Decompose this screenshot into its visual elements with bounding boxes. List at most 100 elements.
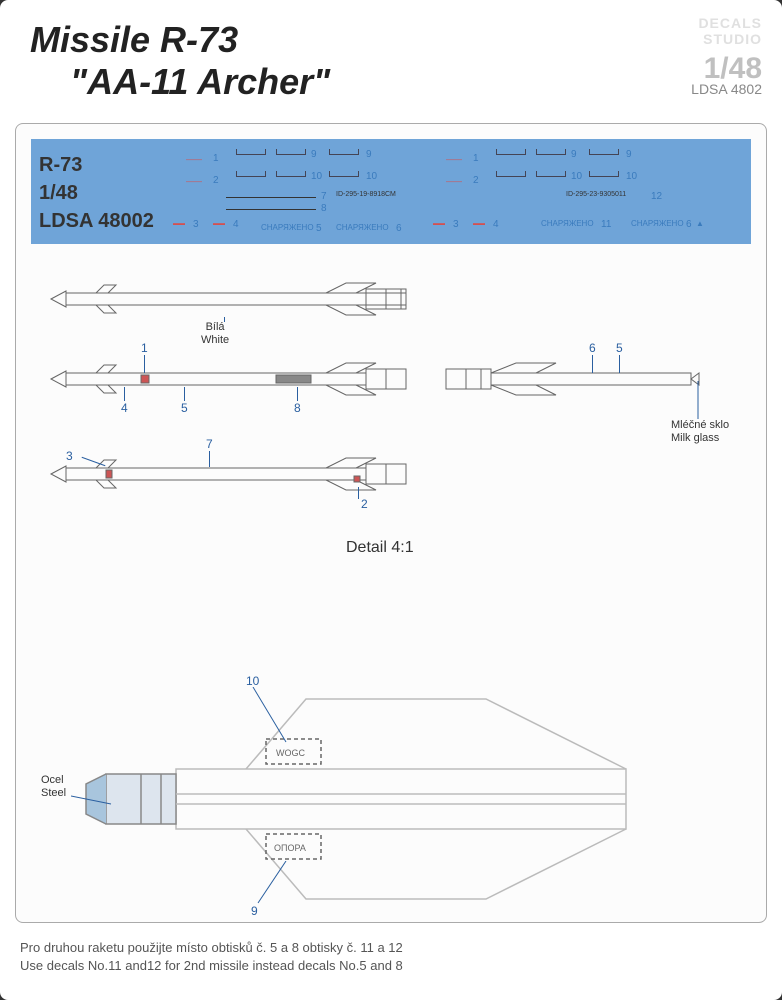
decal-num-1: 1 <box>213 153 219 164</box>
logo-line-2: STUDIO <box>691 31 762 47</box>
callout-line <box>358 487 359 499</box>
decal-red-mark: ▬▬ <box>213 221 225 227</box>
milk-callout-line <box>696 379 726 424</box>
decal-num-9b: 9 <box>571 149 577 160</box>
callout-6: 6 <box>589 341 596 355</box>
decal-serial-1: ID-295-19-8918СМ <box>336 191 396 198</box>
decal-num-9: 9 <box>366 149 372 160</box>
missile-outline-1 <box>46 279 416 319</box>
steel-en: Steel <box>41 787 66 799</box>
decal-num-3: 3 <box>193 219 199 230</box>
decal-text-6b: СНАРЯЖЕНО <box>631 219 684 228</box>
missile-tail-outline <box>441 359 701 399</box>
decal-tick <box>496 149 526 155</box>
callout-10-line <box>251 687 291 747</box>
decal-tick <box>329 149 359 155</box>
decal-num-7: 7 <box>321 191 327 202</box>
header: Missile R-73 "AA-11 Archer" DECALS STUDI… <box>0 0 782 113</box>
decal-tick <box>329 171 359 177</box>
decal-tick <box>236 149 266 155</box>
callout-4: 4 <box>121 401 128 415</box>
triangle-icon: ▲ <box>696 219 704 228</box>
milk-en: Milk glass <box>671 432 719 444</box>
diagram-area: Bílá White <box>16 259 766 922</box>
svg-text:WOGC: WOGC <box>276 748 305 758</box>
decal-scale: 1/48 <box>39 179 163 207</box>
detail-svg: WOGC ОПОРА <box>46 669 636 949</box>
detail-title: Detail 4:1 <box>346 539 414 557</box>
callout-line <box>619 355 620 373</box>
callout-8: 8 <box>294 401 301 415</box>
decal-num-3b: 3 <box>453 219 459 230</box>
white-cz: Bílá <box>206 321 225 333</box>
decal-tick <box>589 171 619 177</box>
callout-line <box>124 387 125 401</box>
product-code: LDSA 4802 <box>691 81 762 97</box>
callout-line <box>209 451 210 467</box>
white-en: White <box>201 334 229 346</box>
missile-outline-3 <box>46 454 416 494</box>
callout-5b: 5 <box>616 341 623 355</box>
callout-7: 7 <box>206 437 213 451</box>
white-label: Bílá White <box>201 321 229 347</box>
decal-text-5b: СНАРЯЖЕНО <box>336 223 389 232</box>
decal-num-6a: 6 <box>396 223 402 234</box>
callout-3: 3 <box>66 449 73 463</box>
decal-tick <box>236 171 266 177</box>
decal-info: R-73 1/48 LDSA 48002 <box>31 139 171 244</box>
decal-bar-8 <box>226 209 316 210</box>
decal-num-2b: 2 <box>473 175 479 186</box>
decal-num-8: 8 <box>321 203 327 214</box>
decal-strip: R-73 1/48 LDSA 48002 —— 1 —— 2 ▬▬ 3 ▬▬ 4… <box>31 139 751 244</box>
callout-5: 5 <box>181 401 188 415</box>
decal-num-10c: 10 <box>626 171 637 182</box>
callout-9-line <box>256 861 296 906</box>
decal-serial-2: ID-295-23-9305011 <box>566 191 626 198</box>
decal-code: LDSA 48002 <box>39 207 163 235</box>
callout-line <box>592 355 593 373</box>
decal-tick <box>496 171 526 177</box>
callout-line <box>297 387 298 401</box>
logo-line-1: DECALS <box>691 15 762 31</box>
decal-red-mark: —— <box>446 155 462 164</box>
callout-9: 9 <box>251 904 258 918</box>
decal-red-mark: —— <box>446 177 462 186</box>
decal-text-5: СНАРЯЖЕНО <box>261 223 314 232</box>
decal-num-5: 5 <box>316 223 322 234</box>
decal-tick <box>536 149 566 155</box>
decal-num-10b: 10 <box>571 171 582 182</box>
steel-line <box>71 794 116 809</box>
decal-sheet: —— 1 —— 2 ▬▬ 3 ▬▬ 4 9 9 10 10 7 <box>171 139 751 244</box>
title: Missile R-73 <box>30 18 752 61</box>
footer: Pro druhou raketu použijte místo obtisků… <box>20 939 762 975</box>
decal-num-10: 10 <box>366 171 377 182</box>
svg-text:ОПОРА: ОПОРА <box>274 843 306 853</box>
decal-tick <box>536 171 566 177</box>
detail-view: WOGC ОПОРА Ocel Steel 10 <box>46 669 636 949</box>
decal-num-6: 6 <box>686 219 692 230</box>
decal-red-mark: ▬▬ <box>173 221 185 227</box>
subtitle: "AA-11 Archer" <box>70 61 752 103</box>
decal-red-mark: —— <box>186 155 202 164</box>
steel-label: Ocel Steel <box>41 774 66 800</box>
callout-line <box>144 355 145 373</box>
decal-red-mark: —— <box>186 177 202 186</box>
decal-num-11: 11 <box>601 219 611 230</box>
decal-num-1b: 1 <box>473 153 479 164</box>
decal-bar-7 <box>226 197 316 198</box>
callout-line <box>224 317 225 322</box>
decal-num-9c: 9 <box>626 149 632 160</box>
decal-num-4b: 4 <box>493 219 499 230</box>
footer-cz: Pro druhou raketu použijte místo obtisků… <box>20 939 762 957</box>
decal-red-mark: ▬▬ <box>473 221 485 227</box>
decal-text-11: СНАРЯЖЕНО <box>541 219 594 228</box>
decal-model: R-73 <box>39 151 163 179</box>
callout-line <box>184 387 185 401</box>
decal-num-10: 10 <box>311 171 322 182</box>
steel-cz: Ocel <box>41 774 64 786</box>
decal-num-4: 4 <box>233 219 239 230</box>
decal-red-mark: ▬▬ <box>433 221 445 227</box>
callout-2: 2 <box>361 497 368 511</box>
decal-num-2: 2 <box>213 175 219 186</box>
decal-tick <box>589 149 619 155</box>
